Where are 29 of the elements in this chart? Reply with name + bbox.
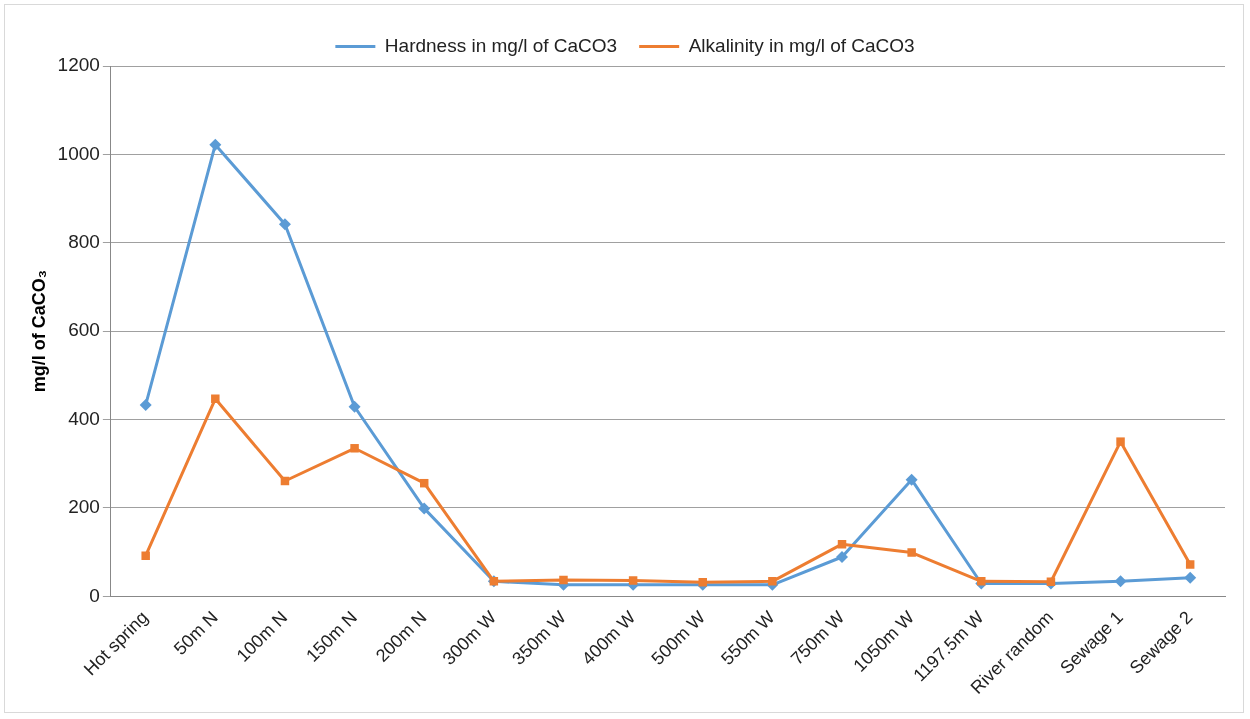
point	[141, 551, 150, 560]
point	[1184, 571, 1197, 584]
point	[209, 138, 222, 151]
point	[907, 548, 916, 557]
point	[278, 218, 291, 231]
point	[211, 394, 220, 404]
legend-label: Alkalinity in mg/l of CaCO3	[688, 34, 915, 56]
point	[905, 473, 918, 486]
point	[348, 400, 361, 413]
point	[1185, 560, 1195, 569]
point	[977, 577, 986, 586]
point	[836, 551, 849, 563]
point	[628, 576, 638, 585]
point	[559, 575, 568, 585]
legend-label: Hardness in mg/l of CaCO3	[384, 34, 618, 56]
point	[418, 502, 431, 515]
y-tick-label: 1000	[57, 142, 100, 164]
y-tick-label: 0	[89, 584, 100, 606]
point	[768, 577, 777, 586]
y-axis-title: mg/l of CaCO₃	[28, 270, 49, 393]
x-tick-label: 50m N	[170, 607, 222, 659]
point	[350, 444, 359, 453]
y-tick-label: 400	[68, 407, 100, 429]
y-tick-label: 600	[68, 319, 100, 341]
y-tick-label: 1200	[57, 54, 100, 76]
y-tick-label: 800	[68, 231, 100, 253]
point	[139, 398, 152, 411]
y-tick-label: 200	[68, 496, 100, 518]
point	[1116, 437, 1125, 446]
